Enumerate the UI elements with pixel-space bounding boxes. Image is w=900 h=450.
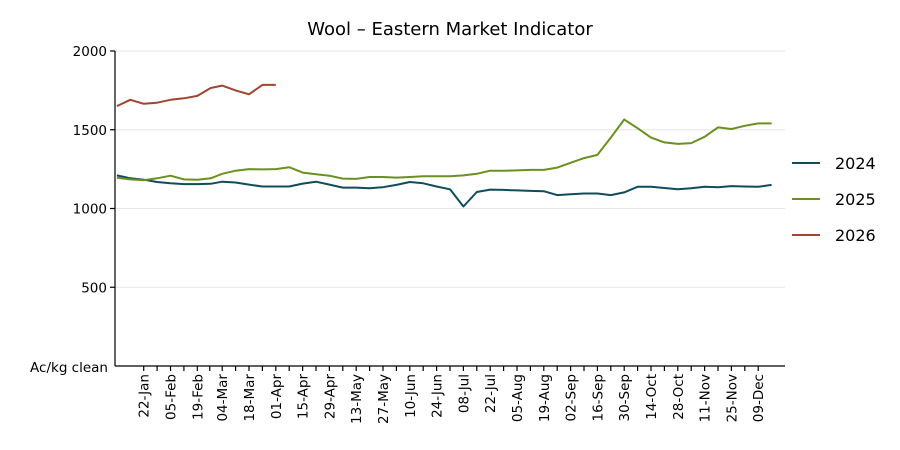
x-tick-label: 19-Feb [190,374,206,420]
y-tick-label: 1500 [73,123,107,139]
x-tick-label: 14-Oct [644,374,660,420]
x-tick-label: 22-Jan [137,374,153,418]
y-tick-label: 500 [81,280,107,296]
legend: 2024 2025 2026 [792,154,876,245]
x-tick-label: 19-Aug [537,374,553,422]
x-tick-label: 25-Nov [724,374,740,422]
x-tick-label: 27-May [376,374,392,424]
x-tick-label: 30-Sep [617,374,633,422]
y-tick-label: 1000 [73,202,107,218]
x-tick-label: 01-Apr [269,374,285,420]
x-tick-label: 09-Dec [751,374,767,422]
x-tick-label: 05-Aug [510,374,526,422]
x-tick-label: 15-Apr [296,374,312,420]
x-tick-label: 08-Jul [456,374,472,413]
series-line-2026 [116,83,276,108]
series-line-2024 [116,174,772,208]
series-layer [116,83,772,208]
axes-layer: 500 1000 1500 2000 22-Jan 05-Feb 19-Feb 04-Mar 1… [73,44,785,424]
x-tick-label: 04-Mar [215,374,231,422]
legend-label-2025: 2025 [835,190,876,209]
y-tick-label: 2000 [73,44,107,60]
x-tick-label: 16-Sep [590,374,606,422]
x-tick-label: 24-Jun [430,374,446,418]
series-line-2025 [116,118,772,182]
x-tick-label: 28-Oct [671,374,687,420]
x-tick-label: 10-Jun [403,374,419,418]
x-tick-label: 18-Mar [242,374,258,422]
grid-layer [115,50,785,288]
x-tick-label: 02-Sep [564,374,580,422]
x-tick-label: 22-Jul [483,374,499,413]
x-tick-label: 13-May [349,374,365,424]
x-tick-label: 11-Nov [698,374,714,422]
x-tick-label: 05-Feb [164,374,180,420]
chart-title: Wool – Eastern Market Indicator [307,19,593,40]
x-tick-label: 29-Apr [322,374,338,420]
legend-label-2024: 2024 [835,154,876,173]
y-axis-unit-label: Ac/kg clean [30,360,108,376]
legend-label-2026: 2026 [835,226,876,245]
